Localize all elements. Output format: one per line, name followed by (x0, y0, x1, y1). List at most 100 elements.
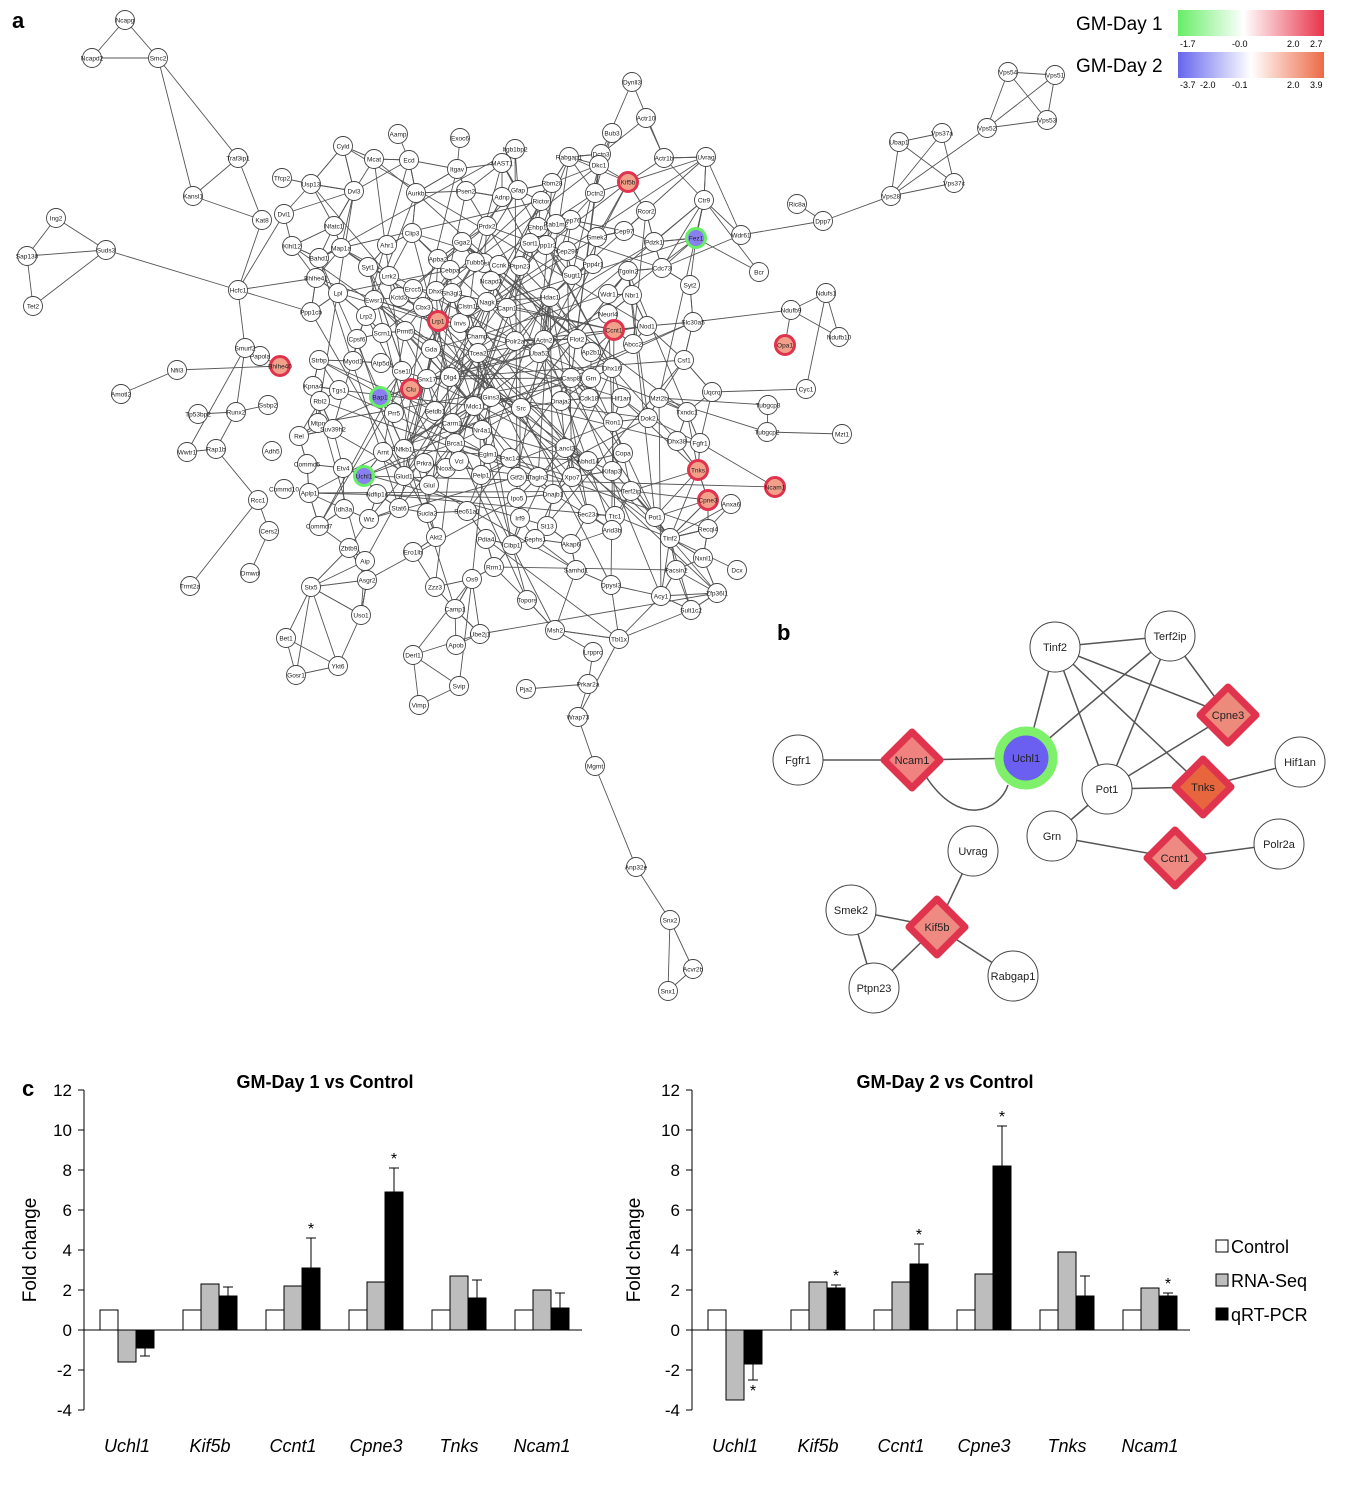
network-b-node-uvrag[interactable]: Uvrag (947, 825, 999, 877)
network-a-node-aurkb[interactable]: Aurkb (406, 183, 426, 203)
network-a-node-gfap[interactable]: Gfap (508, 180, 528, 200)
network-a-node-invs[interactable]: Invs (450, 313, 470, 333)
network-a-node-pac14[interactable]: Pac14 (500, 448, 520, 468)
network-a-node-myod1[interactable]: Myod1 (343, 351, 363, 371)
network-b-node-terf2ip[interactable]: Terf2ip (1144, 610, 1196, 662)
network-a-node-prr5[interactable]: Prr5 (384, 403, 404, 423)
network-a-node-uba52[interactable]: Uba52 (529, 343, 549, 363)
network-a-node-rrm1[interactable]: Rrm1 (484, 557, 504, 577)
network-a-node-tnks[interactable]: Tnks (687, 459, 709, 481)
network-a-node-rab1m2[interactable]: Rab1m2 (544, 214, 569, 234)
network-a-node-hif1an[interactable]: Hif1an (611, 388, 631, 408)
network-a-node-kifap3[interactable]: Kifap3 (602, 461, 622, 481)
network-a-node-clbp1[interactable]: Clbp1 (502, 535, 522, 555)
network-a-node-lrrk2[interactable]: Lrrk2 (379, 266, 399, 286)
network-a-node-vps51[interactable]: Vps51 (1045, 65, 1065, 85)
network-b-node-polr2a[interactable]: Polr2a (1253, 818, 1305, 870)
network-a-node-dcx[interactable]: Dcx (727, 560, 747, 580)
network-a-node-casp8[interactable]: Casp8 (561, 368, 581, 388)
network-a-node-wrap73[interactable]: Wrap73 (567, 707, 590, 727)
network-a-node-trmt2a[interactable]: Trmt2a (180, 576, 201, 596)
network-b-node-cpne3[interactable]: Cpne3 (1196, 683, 1260, 747)
network-a-node-rcc1[interactable]: Rcc1 (248, 490, 268, 510)
network-a-node-rap1b[interactable]: Rap1b (206, 439, 226, 459)
network-a-node-lpl[interactable]: Lpl (328, 283, 348, 303)
network-a-node-scrn1[interactable]: Scrn1 (372, 323, 392, 343)
network-a-node-champ[interactable]: Champ (467, 326, 488, 346)
network-a-node-grn[interactable]: Grn (581, 368, 601, 388)
network-a-node-arid3b[interactable]: Arid3b (602, 520, 622, 540)
network-a-node-tbl1x[interactable]: Tbl1x (609, 629, 629, 649)
network-a-node-mast1[interactable]: MAST1 (491, 153, 513, 173)
network-a-node-dpp7[interactable]: Dpp7 (813, 211, 833, 231)
network-a-node-uqcrq[interactable]: Uqcrq (702, 382, 722, 402)
network-a-node-commd10[interactable]: Commd10 (269, 479, 299, 499)
network-a-node-ykt6[interactable]: Ykt6 (328, 656, 348, 676)
network-a-node-smc2[interactable]: Smc2 (148, 48, 168, 68)
network-a-node-wdr1[interactable]: Wdr1 (598, 284, 618, 304)
network-a-node-cbx3[interactable]: Cbx3 (413, 297, 433, 317)
network-a-node-stx5[interactable]: Stx5 (301, 577, 321, 597)
network-a-node-pdzk1[interactable]: Pdzk1 (644, 232, 664, 252)
network-a-node-sec61a1[interactable]: Sec61a1 (454, 501, 480, 521)
network-a-node-recql4[interactable]: Recql4 (698, 519, 719, 539)
network-a-node-dmwd[interactable]: Dmwd (240, 563, 260, 583)
network-a-node-lancl2[interactable]: Lancl2 (555, 438, 575, 458)
network-a-node-csf1[interactable]: Csf1 (674, 350, 694, 370)
network-a-node-tinf2[interactable]: Tinf2 (660, 528, 680, 548)
network-a-node-wdr61[interactable]: Wdr61 (731, 225, 751, 245)
network-a-node-usp13[interactable]: Usp13 (301, 174, 321, 194)
network-a-node-rbl2[interactable]: Rbl2 (310, 391, 330, 411)
network-a-node-cpne3[interactable]: Cpne3 (697, 489, 719, 511)
network-a-node-syt1[interactable]: Syt1 (358, 257, 378, 277)
network-a-node-ewsr1[interactable]: Ewsr1 (364, 290, 384, 310)
network-a-node-hcfc1[interactable]: Hcfc1 (228, 280, 248, 300)
network-a-node-ahr1[interactable]: Ahr1 (377, 235, 397, 255)
network-a-node-ndufs1[interactable]: Ndufs1 (816, 283, 837, 303)
network-a-node-ccnt1[interactable]: Ccnt1 (603, 319, 625, 341)
network-a-node-vps52[interactable]: Vps52 (977, 118, 997, 138)
network-a-node-lrp2[interactable]: Lrp2 (356, 306, 376, 326)
network-a-node-strbp[interactable]: Strbp (309, 350, 329, 370)
network-a-node-irf9[interactable]: Irf9 (510, 508, 530, 528)
network-a-node-vps37a[interactable]: Vps37a (931, 123, 953, 143)
network-a-node-wiz[interactable]: Wiz (359, 509, 379, 529)
network-a-node-cse1l[interactable]: Cse1l (392, 361, 412, 381)
network-a-node-dynll3[interactable]: Dynll3 (622, 72, 642, 92)
network-a-node-tubgcp3[interactable]: Tubgcp3 (755, 395, 781, 415)
network-a-node-sh3gl2[interactable]: Sh3gl2 (442, 283, 463, 303)
network-a-node-os9[interactable]: Os9 (462, 569, 482, 589)
network-a-node-glul[interactable]: Glul (419, 475, 439, 495)
network-a-node-zfp36l1[interactable]: Zfp36l1 (706, 583, 728, 603)
network-b-node-uchl1[interactable]: Uchl1 (994, 726, 1058, 790)
network-b-node-smek2[interactable]: Smek2 (825, 884, 877, 936)
network-a-node-vps28[interactable]: Vps28 (881, 186, 901, 206)
network-a-node-adh5[interactable]: Adh5 (262, 441, 282, 461)
network-a-node-smek2[interactable]: Smek2 (587, 227, 608, 247)
network-a-node-gins3[interactable]: Gins3 (481, 387, 501, 407)
network-b-node-rabgap1[interactable]: Rabgap1 (987, 950, 1039, 1002)
network-a-node-prdx2[interactable]: Prdx2 (477, 216, 497, 236)
network-a-node-tagln2[interactable]: Tagln2 (528, 467, 548, 487)
network-a-node-dnaja3[interactable]: Dnaja3 (551, 391, 572, 411)
network-a-node-exoc6[interactable]: Exoc6 (450, 128, 470, 148)
network-a-node-msh2[interactable]: Msh2 (545, 620, 565, 640)
network-b-node-ccnt1[interactable]: Ccnt1 (1143, 826, 1207, 890)
network-b-node-tnks[interactable]: Tnks (1171, 755, 1235, 819)
network-a-node-rcor2[interactable]: Rcor2 (636, 201, 656, 221)
network-a-node-setdb1[interactable]: Setdb1 (425, 401, 446, 421)
network-a-node-aplp1[interactable]: Aplp1 (299, 483, 319, 503)
network-a-node-xpo7[interactable]: Xpo7 (562, 467, 582, 487)
network-a-node-tet2[interactable]: Tet2 (23, 296, 43, 316)
network-a-node-lrp1[interactable]: Lrp1 (427, 310, 449, 332)
network-a-node-ube2j1[interactable]: Ube2j1 (470, 624, 491, 644)
network-a-node-uso1[interactable]: Uso1 (351, 605, 371, 625)
network-a-node-rel[interactable]: Rel (289, 426, 309, 446)
network-a-node-vps37c[interactable]: Vps37c (943, 173, 966, 193)
network-b-node-kif5b[interactable]: Kif5b (905, 895, 969, 959)
network-a-node-aamp[interactable]: Aamp (388, 124, 408, 144)
network-a-node-tfcp2[interactable]: Tfcp2 (272, 168, 292, 188)
network-a-node-tubb5[interactable]: Tubb5 (465, 252, 485, 272)
network-a-node-apob[interactable]: Apob (446, 635, 466, 655)
network-a-node-dok2[interactable]: Dok2 (638, 408, 658, 428)
